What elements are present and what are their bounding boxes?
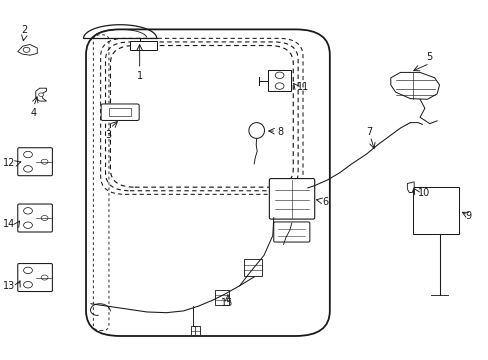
Text: 7: 7 [365, 127, 371, 137]
Bar [190, 326, 199, 335]
Circle shape [39, 93, 43, 96]
Circle shape [23, 282, 32, 288]
FancyBboxPatch shape [18, 148, 52, 176]
Text: 13: 13 [3, 281, 15, 291]
Text: 12: 12 [3, 158, 16, 168]
FancyBboxPatch shape [273, 222, 309, 242]
Text: 5: 5 [426, 51, 432, 62]
Circle shape [23, 208, 32, 214]
Text: 6: 6 [322, 197, 328, 207]
Text: 9: 9 [465, 211, 471, 221]
Text: 3: 3 [105, 130, 111, 140]
Polygon shape [390, 72, 439, 99]
Circle shape [275, 83, 284, 89]
Bar [412, 187, 458, 234]
Circle shape [275, 72, 284, 78]
Circle shape [41, 159, 48, 164]
Polygon shape [36, 88, 46, 101]
Text: 11: 11 [297, 82, 309, 92]
Circle shape [23, 222, 32, 228]
Circle shape [23, 166, 32, 172]
Circle shape [23, 151, 32, 158]
Bar [130, 41, 157, 50]
Text: 15: 15 [221, 298, 233, 309]
Circle shape [41, 275, 48, 280]
Bar [244, 259, 261, 276]
Text: 4: 4 [31, 108, 37, 118]
Circle shape [23, 47, 30, 52]
FancyBboxPatch shape [269, 179, 314, 219]
Text: 14: 14 [3, 219, 15, 229]
FancyBboxPatch shape [18, 264, 52, 292]
Circle shape [41, 216, 48, 221]
Bar [267, 70, 291, 91]
Polygon shape [407, 182, 413, 193]
Polygon shape [18, 44, 37, 55]
FancyBboxPatch shape [18, 204, 52, 232]
Circle shape [23, 267, 32, 274]
FancyBboxPatch shape [101, 104, 139, 121]
Text: 8: 8 [277, 127, 283, 136]
Text: 10: 10 [417, 188, 429, 198]
Text: 1: 1 [136, 71, 142, 81]
Text: 2: 2 [21, 25, 27, 35]
Bar [109, 108, 131, 116]
Bar [215, 291, 228, 305]
